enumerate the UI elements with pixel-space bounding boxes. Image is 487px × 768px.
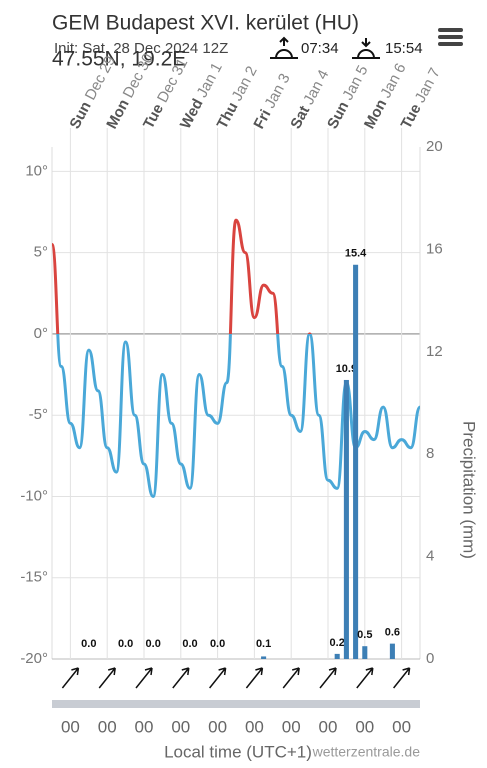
precip-bar [334, 653, 340, 659]
precip-label: 0.0 [81, 638, 96, 650]
wind-arrow [98, 667, 116, 689]
x-axis-label: Local time (UTC+1) [164, 742, 312, 761]
precip-bar [343, 379, 349, 659]
x-hour-label: 00 [355, 717, 374, 736]
y-tick-label: 5° [34, 244, 48, 261]
y2-tick-label: 8 [426, 445, 434, 462]
wind-strip [52, 700, 420, 708]
y-tick-label: 0° [34, 325, 48, 342]
y2-tick-label: 20 [426, 138, 443, 155]
precip-label: 15.4 [345, 248, 367, 260]
precip-label: 0.5 [357, 629, 372, 641]
x-hour-label: 00 [61, 717, 80, 736]
precip-bar [362, 646, 368, 659]
x-hour-label: 00 [319, 717, 338, 736]
precip-bar [389, 643, 395, 659]
title: GEM Budapest XVI. kerület (HU) [52, 12, 359, 35]
sunset: 15:54 [385, 40, 423, 57]
precip-bar [261, 656, 267, 659]
wind-arrows [61, 667, 411, 689]
wind-arrow [61, 667, 80, 689]
y-tick-label: -5° [29, 406, 48, 423]
x-hour-label: 00 [98, 717, 117, 736]
menu-button[interactable] [438, 28, 463, 46]
wind-arrow [245, 667, 264, 689]
precip-label: 0.0 [146, 638, 161, 650]
y2-tick-label: 4 [426, 548, 434, 565]
y2-axis-label: Precipitation (mm) [460, 421, 479, 559]
wind-arrow [135, 667, 153, 689]
x-hour-label: 00 [135, 717, 154, 736]
x-hour-label: 00 [392, 717, 411, 736]
y2-tick-label: 0 [426, 650, 434, 667]
sunrise-icon [270, 36, 298, 59]
wind-arrow [282, 667, 300, 689]
x-hour-label: 00 [208, 717, 227, 736]
wind-arrow [356, 667, 374, 689]
precip-label: 0.2 [330, 637, 345, 649]
wind-arrow [319, 667, 337, 689]
x-hour-label: 00 [171, 717, 190, 736]
precip-label: 0.0 [182, 638, 197, 650]
y-tick-label: -10° [20, 487, 48, 504]
y2-tick-label: 12 [426, 343, 443, 360]
credit: wetterzentrale.de [312, 744, 421, 760]
wind-arrow [172, 667, 190, 689]
precip-label: 0.0 [210, 638, 225, 650]
sunset-icon [352, 38, 380, 59]
coords: 47.55N, 19.2E [52, 48, 186, 71]
precip-label: 0.1 [256, 638, 271, 650]
wind-arrow [209, 667, 227, 689]
wind-arrow [393, 667, 411, 689]
y-tick-label: -15° [20, 569, 48, 586]
x-hour-label: 00 [245, 717, 264, 736]
precip-bar [353, 264, 359, 659]
init: Init: Sat, 28 Dec 2024 12Z [54, 40, 228, 57]
y-tick-label: -20° [20, 650, 48, 667]
y-tick-label: 10° [25, 162, 48, 179]
sunrise: 07:34 [301, 40, 339, 57]
precip-label: 0.0 [118, 638, 133, 650]
temperature-line [50, 218, 422, 498]
x-hour-label: 00 [282, 717, 301, 736]
precip-label: 10.9 [336, 363, 357, 375]
precip-label: 0.6 [385, 627, 400, 639]
y2-tick-label: 16 [426, 240, 443, 257]
